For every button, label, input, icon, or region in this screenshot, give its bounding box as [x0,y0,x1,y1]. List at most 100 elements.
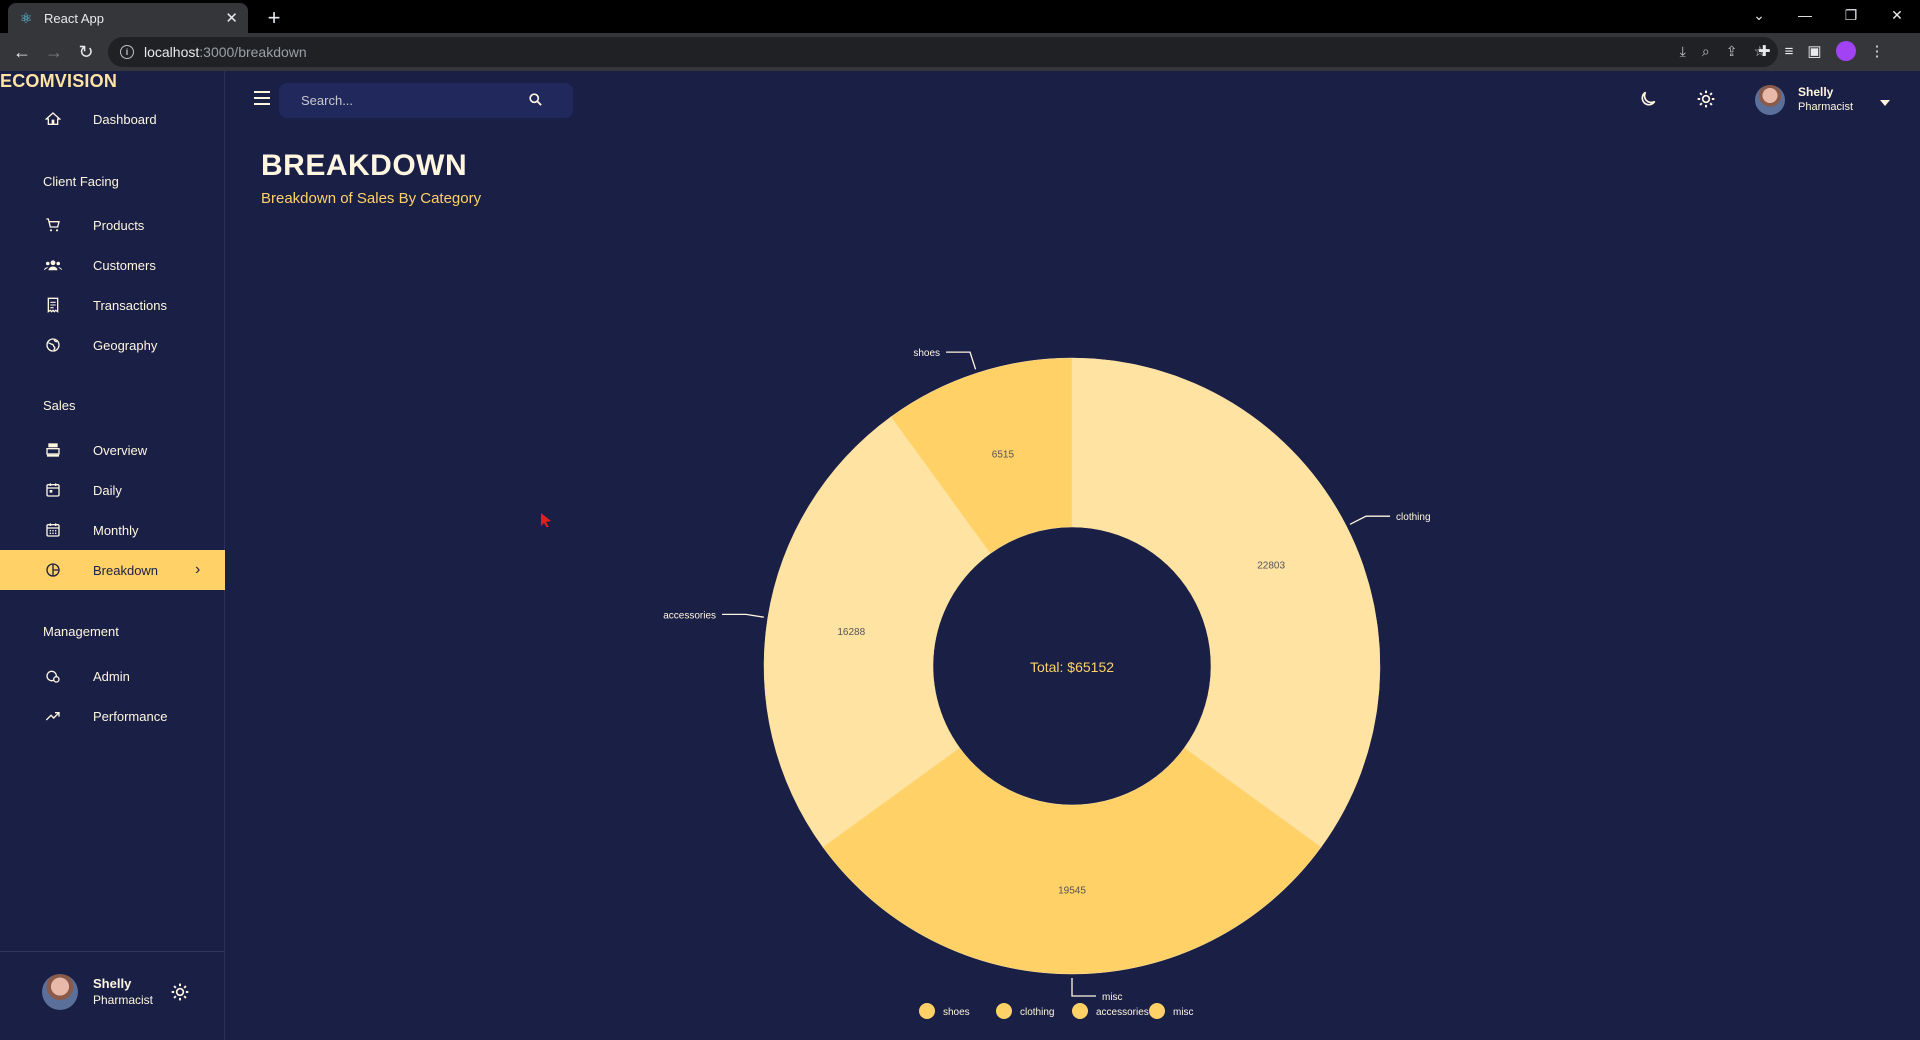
url-host: localhost [144,44,200,60]
sidebar-item-monthly[interactable]: Monthly [0,510,225,550]
avatar[interactable] [42,974,78,1010]
home-icon [44,110,62,128]
bookmark-star-icon[interactable]: ☆ [1753,43,1766,59]
legend-swatch[interactable] [1149,1003,1165,1019]
sidebar-item-label: Admin [93,668,130,684]
install-icon[interactable]: ⤓ [1679,43,1686,59]
arc-link-label: shoes [913,348,940,359]
breakdown-pie-chart: clothing misc accessories shoes 22803 19545 1… [663,348,1431,1019]
sidebar-item-overview[interactable]: Overview [0,430,225,470]
user-role: Pharmacist [93,993,154,1007]
sidebar-item-daily[interactable]: Daily [0,470,225,510]
legend-swatch[interactable] [996,1003,1012,1019]
brand-logo[interactable]: ECOMVISION [0,71,118,91]
settings-gear-icon[interactable] [170,982,190,1007]
legend-label[interactable]: misc [1173,1007,1194,1018]
user-name: Shelly [1798,85,1834,99]
tab-title: React App [44,10,104,26]
arc-link-line [1071,978,1096,997]
reading-list-icon[interactable]: ≡ [1784,42,1794,60]
sidebar-item-breakdown[interactable]: Breakdown › [0,550,225,590]
pie-slice-accessories[interactable] [763,416,991,848]
browser-tab[interactable]: ⚛ React App ✕ [8,3,248,33]
sidebar-item-dashboard[interactable]: Dashboard [0,99,225,139]
sidebar-item-admin[interactable]: Admin [0,656,225,696]
sidebar-item-label: Customers [93,257,156,273]
user-name: Shelly [93,976,132,991]
close-tab-icon[interactable]: ✕ [225,10,238,27]
page-title: BREAKDOWN [261,149,468,182]
search-input[interactable] [301,93,501,108]
groups-icon [44,256,62,274]
sidebar-item-customers[interactable]: Customers [0,245,225,285]
sidebar-item-performance[interactable]: Performance [0,696,225,736]
app-root: ECOMVISION Dashboard Client Facing Produ… [0,71,1920,1040]
side-panel-icon[interactable]: ▣ [1807,43,1822,60]
sidebar-item-label: Performance [93,708,168,724]
slice-value-label: 16288 [837,627,865,638]
profile-avatar-icon[interactable] [1835,41,1856,61]
arc-link-label: misc [1102,992,1123,1003]
globe-icon [44,336,62,354]
legend-label[interactable]: clothing [1020,1007,1054,1018]
forward-icon[interactable]: → [45,41,63,62]
restore-button[interactable]: ❐ [1844,6,1858,23]
tab-search-icon[interactable]: ⌄ [1753,6,1765,23]
point-of-sale-icon [44,441,62,459]
arc-link-labels: clothing misc accessories shoes [663,348,1430,1003]
pie-slice-shoes[interactable] [890,357,1073,554]
sidebar-item-transactions[interactable]: Transactions [0,285,225,325]
search-icon[interactable] [528,92,543,112]
section-management: Management [43,624,119,639]
slice-value-label: 6515 [992,449,1015,460]
pie-slice-clothing[interactable] [1071,357,1381,848]
site-info-icon[interactable]: i [120,45,134,59]
sidebar-item-label: Daily [93,482,122,498]
arc-link-label: accessories [663,610,716,621]
reload-icon[interactable]: ↻ [78,41,94,62]
menu-icon[interactable] [254,91,270,110]
arrow-drop-down-icon[interactable] [1880,93,1890,111]
arc-link-label: clothing [1396,512,1430,523]
browser-menu-icon[interactable]: ⋮ [1869,43,1885,60]
zoom-icon[interactable]: ⌕ [1701,43,1710,59]
avatar[interactable] [1755,85,1785,115]
pie-slice-misc[interactable] [822,747,1322,975]
sidebar-item-label: Breakdown [93,562,159,578]
new-tab-button[interactable]: + [267,5,281,30]
dark-mode-icon[interactable] [1638,89,1658,114]
legend-swatch[interactable] [1072,1003,1088,1019]
trending-up-icon [44,707,62,725]
sidebar-item-products[interactable]: Products [0,205,225,245]
sidebar-item-label: Transactions [93,297,167,313]
share-icon[interactable]: ⇪ [1725,43,1738,59]
minimize-button[interactable]: — [1798,7,1812,23]
back-icon[interactable]: ← [13,41,31,62]
legend-label[interactable]: accessories [1096,1007,1149,1018]
react-icon: ⚛ [19,9,33,26]
chart-center-total: Total: $65152 [1030,659,1114,675]
browser-tab-bar: ⚛ React App ✕ + ⌄ — ❐ ✕ [0,0,1920,33]
close-window-button[interactable]: ✕ [1891,6,1903,23]
legend-swatch[interactable] [919,1003,935,1019]
sidebar: ECOMVISION Dashboard Client Facing Produ… [0,71,225,1040]
sidebar-user[interactable]: Shelly Pharmacist [42,974,153,1010]
settings-icon[interactable] [1696,89,1716,114]
url-path: :3000/breakdown [199,44,307,60]
pie-chart-icon [44,561,62,579]
sidebar-item-label: Products [93,217,145,233]
sidebar-item-label: Dashboard [93,111,157,127]
mouse-cursor-icon [541,513,551,527]
address-bar[interactable]: i localhost:3000/breakdown ⤓ ⌕ ⇪ ☆ [108,37,1778,67]
arc-link-line [946,351,977,370]
sidebar-item-geography[interactable]: Geography [0,325,225,365]
header-user-menu[interactable]: Shelly Pharmacist [1755,85,1890,115]
chevron-right-icon: › [195,561,201,578]
sidebar-divider [0,951,224,952]
extensions-icon[interactable]: ✚ [1758,43,1771,60]
chart-legend: shoes clothing accessories misc [919,1003,1194,1019]
browser-toolbar: ← → ↻ i localhost:3000/breakdown ⤓ ⌕ ⇪ ☆… [0,33,1920,71]
slice-value-label: 19545 [1058,886,1086,897]
admin-panel-icon [44,667,62,685]
legend-label[interactable]: shoes [943,1007,970,1018]
